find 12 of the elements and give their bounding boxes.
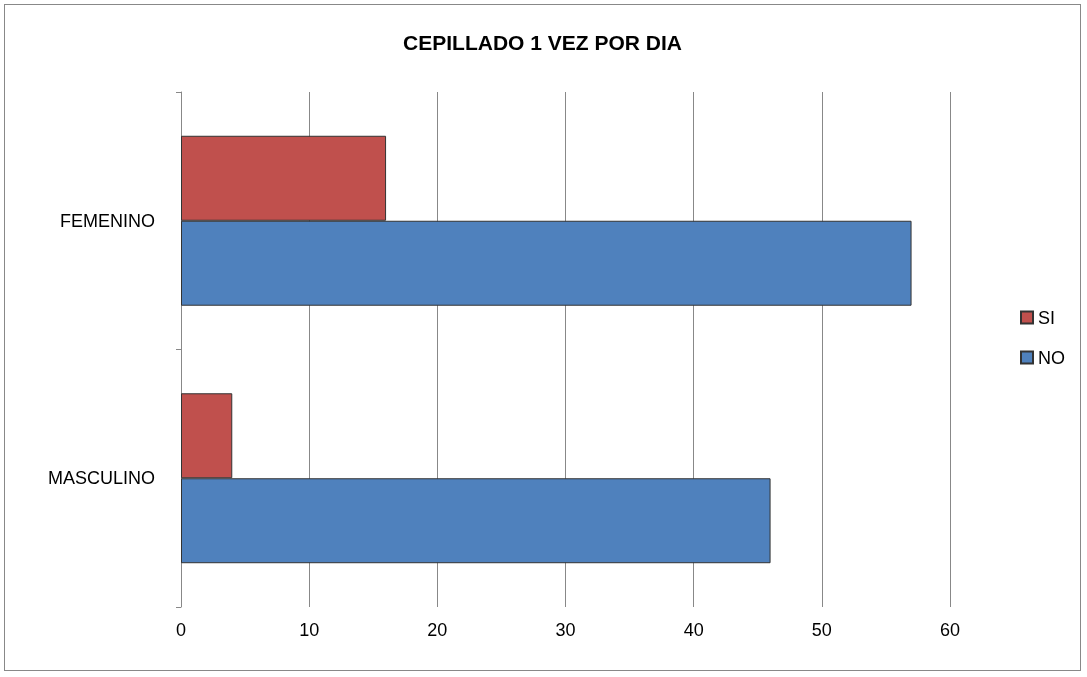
x-tick-label: 0 [175, 620, 187, 640]
x-tick-label: 20 [427, 620, 448, 640]
legend-label: NO [1038, 347, 1065, 368]
chart-title: CEPILLADO 1 VEZ POR DIA [403, 31, 682, 54]
x-tick-label: 40 [683, 620, 704, 640]
x-tick-label: 50 [811, 620, 832, 640]
y-tick-label: FEMENINO [59, 210, 155, 231]
legend-label: SI [1038, 307, 1056, 328]
x-tick-label: 30 [555, 620, 576, 640]
y-tick-label: MASCULINO [47, 468, 155, 489]
x-tick-label: 10 [299, 620, 320, 640]
x-tick-label: 60 [939, 620, 961, 640]
